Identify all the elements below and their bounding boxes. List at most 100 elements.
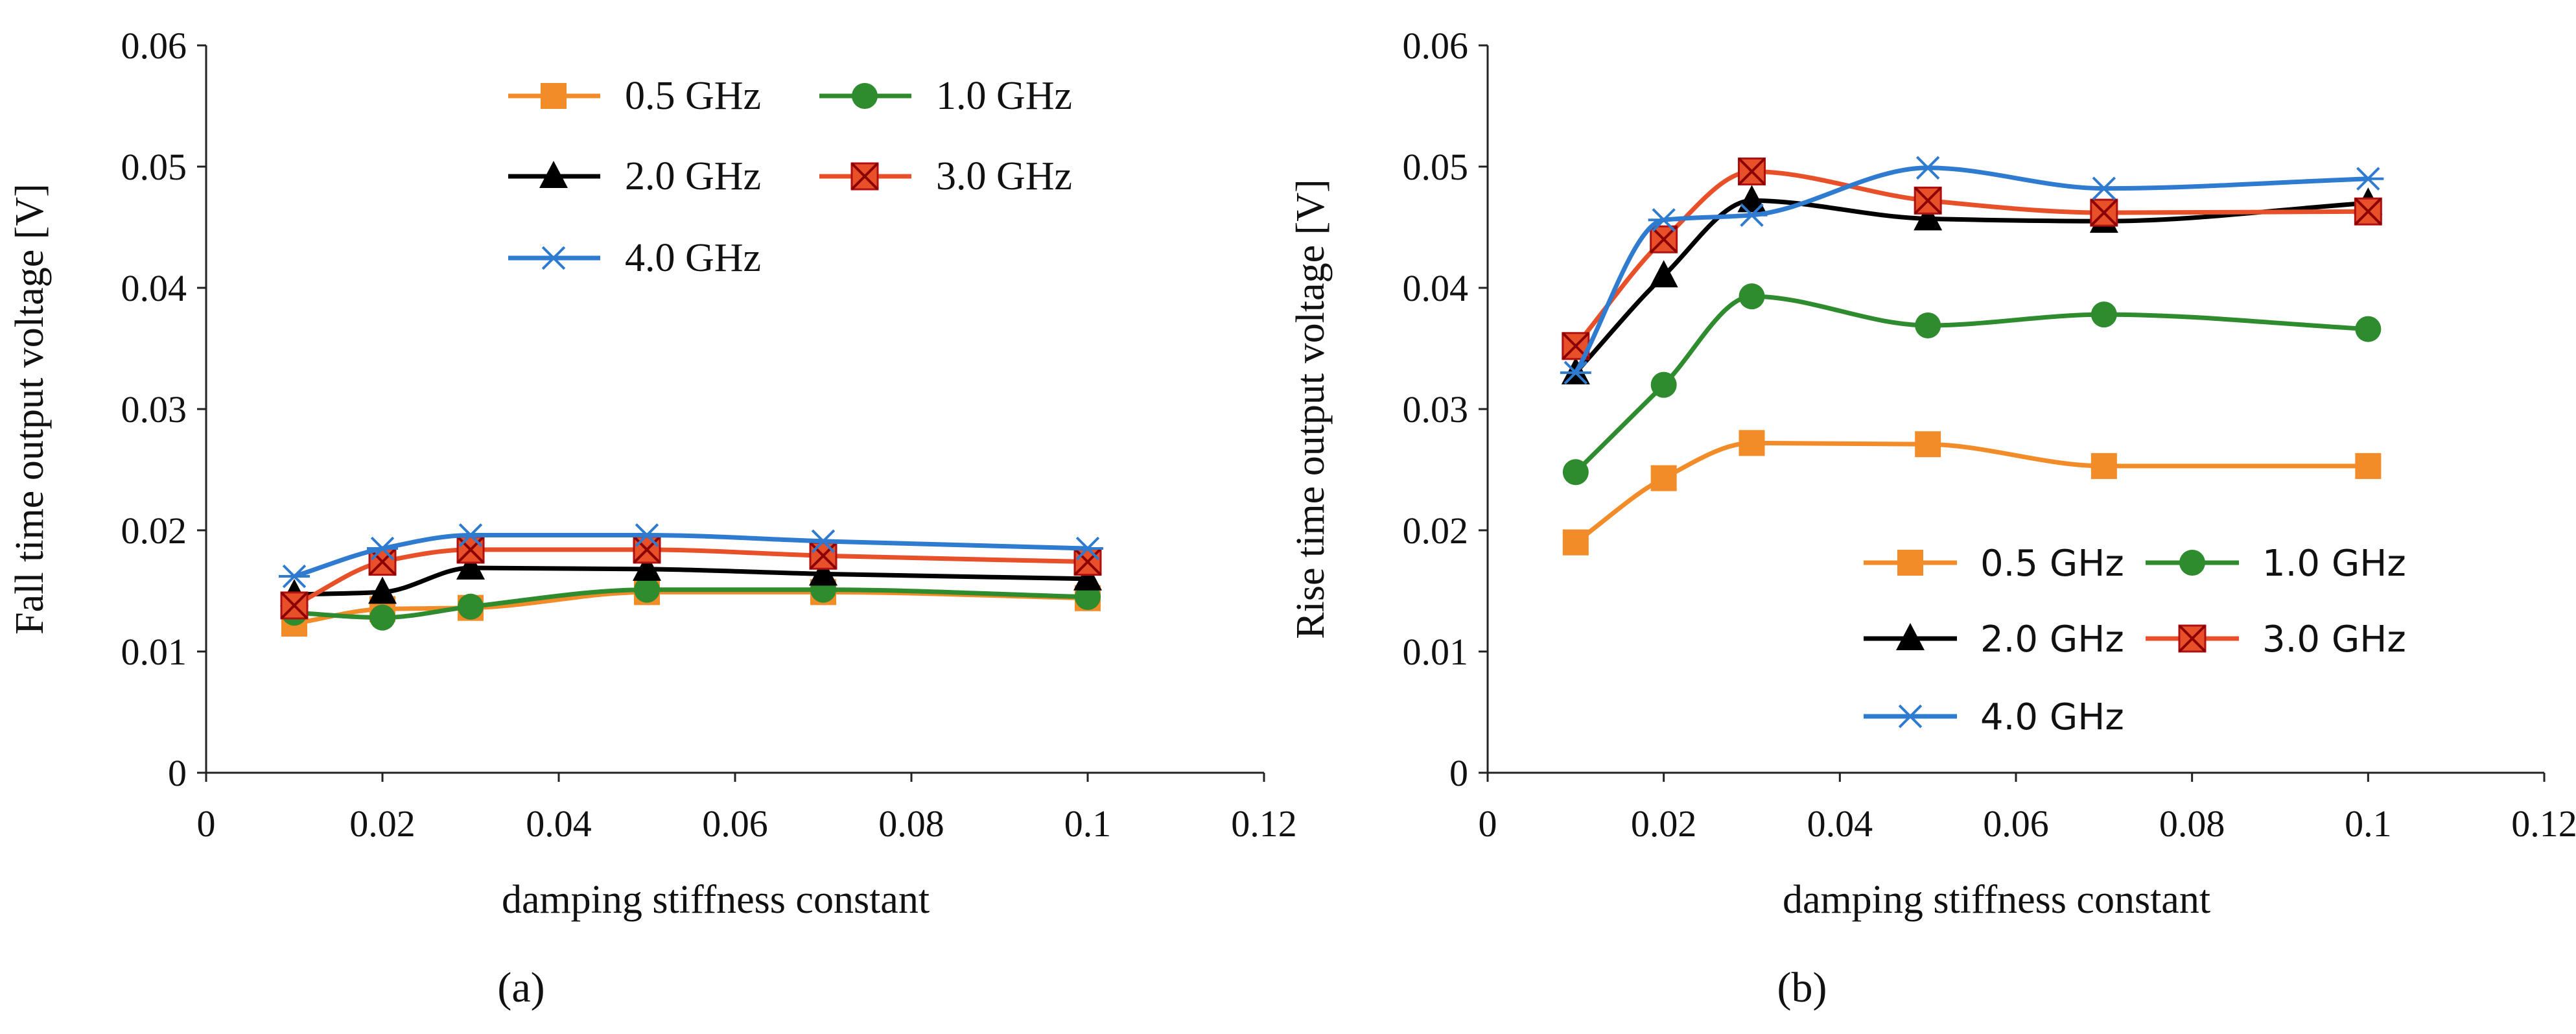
legend-label: 0.5 GHz [625, 74, 761, 118]
data-point [2355, 316, 2382, 342]
x-tick-label: 0.04 [1807, 803, 1873, 845]
data-point [2352, 167, 2384, 191]
data-point [280, 591, 309, 620]
series-4-0-ghz [279, 523, 1103, 589]
data-point [1075, 583, 1101, 610]
series-line [294, 589, 1088, 626]
legend-marker [1896, 623, 1925, 650]
y-tick-label: 0.03 [121, 388, 187, 430]
data-point [1072, 536, 1103, 561]
data-point [633, 535, 661, 564]
x-tick-label: 0 [1479, 803, 1497, 845]
data-point [808, 529, 839, 554]
series-4-0-ghz [1560, 156, 2384, 385]
data-point [1739, 430, 1765, 456]
x-tick-label: 0.1 [2345, 803, 2392, 845]
series-1-0-ghz [1562, 283, 2382, 486]
data-point [1562, 459, 1589, 486]
legend-entry-1-0-ghz: 1.0 GHz [819, 74, 1072, 118]
data-point [2090, 198, 2118, 227]
data-point [279, 564, 310, 589]
series-2-0-ghz [280, 552, 1102, 607]
data-point [633, 553, 661, 581]
x-tick-label: 0.02 [349, 803, 416, 845]
data-point [1073, 563, 1102, 591]
y-tick-label: 0.06 [1403, 25, 1469, 67]
y-tick-label: 0.06 [121, 25, 187, 67]
x-tick-label: 0.06 [702, 803, 768, 845]
panel-caption: (a) [497, 964, 544, 1011]
legend-marker [538, 246, 569, 270]
data-point [1650, 225, 1678, 253]
data-point [1737, 185, 1766, 213]
legend-marker [852, 83, 878, 109]
legend-entry-0-5-ghz: 0.5 GHz [1864, 543, 2124, 585]
data-point [368, 548, 397, 576]
data-point [1073, 548, 1102, 576]
data-point [2088, 176, 2120, 200]
legend-entry-1-0-ghz: 1.0 GHz [2146, 543, 2406, 585]
x-axis-label: damping stiffness constant [502, 878, 930, 922]
x-tick-label: 0.08 [2159, 803, 2225, 845]
legend-entry-3-0-ghz: 3.0 GHz [2146, 618, 2406, 661]
y-tick-label: 0.04 [121, 267, 187, 309]
data-point [2090, 452, 2117, 479]
legend: 0.5 GHz 1.0 GHz 2.0 GHz 3.0 GHz 4.0 GHz [508, 74, 1072, 280]
y-tick-label: 0.02 [1403, 510, 1469, 552]
data-point [1560, 360, 1591, 385]
legend-marker [541, 83, 567, 109]
series-0-5-ghz [1562, 430, 2382, 556]
y-tick-label: 0.01 [1403, 631, 1469, 673]
x-tick-label: 0.06 [1983, 803, 2049, 845]
data-point [2355, 452, 2382, 479]
data-point [1648, 208, 1680, 232]
legend: 0.5 GHz 1.0 GHz 2.0 GHz 3.0 GHz 4.0 GHz [1864, 543, 2406, 738]
y-tick-label: 0.05 [1403, 146, 1469, 188]
data-point [809, 558, 837, 586]
x-tick-label: 0 [197, 803, 216, 845]
legend-marker [1897, 550, 1923, 576]
legend-marker [2178, 624, 2207, 653]
x-tick-label: 0.04 [526, 803, 592, 845]
series-1-0-ghz [281, 576, 1101, 631]
panel-caption: (b) [1777, 964, 1827, 1011]
series-2-0-ghz [1561, 185, 2383, 384]
chart-a: 0 0.02 0.04 0.06 0.08 0.1 0.12 0 0.01 0.02 0.03 0.0… [8, 25, 1297, 1011]
y-tick-label: 0 [1449, 752, 1468, 794]
series-line [1574, 440, 2369, 545]
legend-label: 0.5 GHz [1980, 543, 2124, 585]
y-tick-label: 0.05 [121, 146, 187, 188]
legend-marker [850, 162, 879, 191]
data-point [2354, 197, 2382, 226]
data-point [1736, 203, 1768, 228]
data-point [2090, 301, 2117, 328]
data-point [1915, 312, 1941, 338]
legend-label: 3.0 GHz [936, 154, 1072, 198]
legend-label: 2.0 GHz [625, 154, 761, 198]
data-point [456, 535, 485, 564]
data-point [1739, 283, 1765, 310]
legend-entry-2-0-ghz: 2.0 GHz [508, 154, 761, 198]
data-point [458, 593, 484, 620]
data-point [1649, 260, 1678, 288]
data-point [809, 541, 837, 570]
x-tick-label: 0.08 [878, 803, 944, 845]
x-axis-label: damping stiffness constant [1783, 878, 2210, 922]
legend-label: 4.0 GHz [625, 236, 761, 280]
y-tick-label: 0.01 [121, 631, 187, 673]
data-point [367, 536, 398, 561]
legend-label: 2.0 GHz [1980, 618, 2124, 661]
data-point [369, 604, 395, 631]
x-tick-label: 0.02 [1631, 803, 1697, 845]
legend-label: 1.0 GHz [936, 74, 1072, 118]
series-3-0-ghz [280, 535, 1102, 620]
legend-marker [2179, 550, 2205, 576]
y-tick-label: 0.04 [1403, 267, 1469, 309]
legend-marker [1895, 704, 1926, 729]
legend-label: 3.0 GHz [2262, 618, 2406, 661]
data-point [631, 523, 662, 547]
legend-label: 4.0 GHz [1980, 696, 2124, 738]
x-tick-label: 0.12 [2511, 803, 2576, 845]
y-tick-label: 0 [168, 752, 187, 794]
